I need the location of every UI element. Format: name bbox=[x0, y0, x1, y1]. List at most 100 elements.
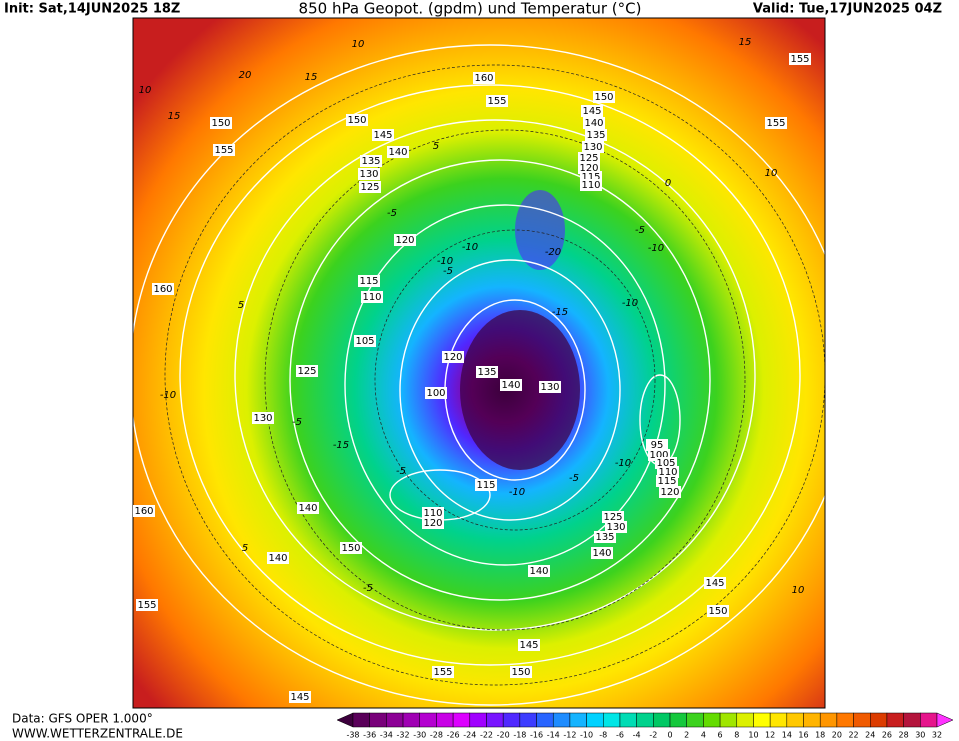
contour-label: 150 bbox=[347, 115, 366, 126]
colorbar-box bbox=[886, 712, 904, 728]
website: WWW.WETTERZENTRALE.DE bbox=[12, 727, 183, 741]
contour-label: 120 bbox=[443, 352, 462, 363]
contour-label: 140 bbox=[388, 147, 407, 158]
colorbar-tick-label: 12 bbox=[765, 731, 775, 740]
contour-label-box bbox=[476, 366, 498, 378]
contour-label: 150 bbox=[594, 92, 613, 103]
contour-label-box bbox=[394, 234, 416, 246]
map-title: 850 hPa Geopot. (gpdm) und Temperatur (°… bbox=[299, 0, 642, 18]
contour-label-box bbox=[528, 565, 550, 577]
contour-label-box bbox=[659, 486, 681, 498]
colorbar-box bbox=[903, 712, 921, 728]
colorbar-tick-label: 24 bbox=[865, 731, 875, 740]
temperature-label: -5 bbox=[292, 417, 302, 428]
colorbar-box bbox=[686, 712, 704, 728]
colorbar-tick-label: -34 bbox=[380, 731, 393, 740]
contour-label-box bbox=[486, 95, 508, 107]
temperature-label: -10 bbox=[160, 390, 176, 401]
contour-label: 155 bbox=[766, 118, 785, 129]
colorbar-tick-label: -20 bbox=[497, 731, 510, 740]
contour-label-box bbox=[605, 521, 627, 533]
colorbar-box bbox=[769, 712, 788, 728]
temperature-label: -5 bbox=[635, 225, 645, 236]
contour-label: 100 bbox=[426, 388, 445, 399]
contour-label-box bbox=[585, 129, 607, 141]
temperature-label: -5 bbox=[443, 266, 453, 277]
contour-label: 145 bbox=[290, 692, 309, 703]
contour-label-box bbox=[252, 412, 274, 424]
contour-label: 140 bbox=[298, 503, 317, 514]
colorbar-tick-label: 10 bbox=[748, 731, 758, 740]
colorbar-box bbox=[853, 712, 871, 728]
contour-label-box bbox=[442, 351, 464, 363]
contour-label-box bbox=[136, 599, 158, 611]
contour-label-box bbox=[707, 605, 729, 617]
contour-label-box bbox=[518, 639, 540, 651]
contour-label-box bbox=[152, 283, 174, 295]
contour-label-box bbox=[354, 335, 376, 347]
colorbar-tick-label: -26 bbox=[447, 731, 460, 740]
contour-label: 135 bbox=[595, 532, 614, 543]
colorbar-box bbox=[586, 712, 604, 728]
temperature-label: -10 bbox=[437, 256, 453, 267]
contour-label: 160 bbox=[474, 73, 493, 84]
contour-label-box bbox=[473, 72, 495, 84]
temperature-label: -10 bbox=[615, 458, 631, 469]
contour-label-box bbox=[422, 507, 444, 519]
contour-label: 115 bbox=[581, 172, 600, 183]
contour-label: 135 bbox=[586, 130, 605, 141]
contour-label-box bbox=[340, 542, 362, 554]
temperature-label: -5 bbox=[396, 466, 406, 477]
contour-label: 120 bbox=[395, 235, 414, 246]
contour-label-box bbox=[591, 547, 613, 559]
contour-label-box bbox=[646, 439, 668, 451]
colorbar-tick-label: -32 bbox=[397, 731, 410, 740]
temperature-label: 0 bbox=[665, 178, 671, 189]
temperature-label: -15 bbox=[333, 440, 349, 451]
colorbar-box bbox=[552, 712, 571, 728]
contour-label: 125 bbox=[579, 153, 598, 164]
contour-label: 105 bbox=[656, 458, 675, 469]
colorbar-box bbox=[736, 712, 754, 728]
colorbar-tick-label: -22 bbox=[480, 731, 493, 740]
colorbar-tick-label: -28 bbox=[430, 731, 443, 740]
contour-label-box bbox=[432, 666, 454, 678]
colorbar-tick-label: -4 bbox=[633, 731, 641, 740]
temperature-label: 5 bbox=[238, 300, 244, 311]
contour-label: 130 bbox=[583, 142, 602, 153]
contour-label: 95 bbox=[651, 440, 664, 451]
contour-label-box bbox=[475, 479, 497, 491]
contour-label: 155 bbox=[487, 96, 506, 107]
contour-label: 150 bbox=[511, 667, 530, 678]
contour-label-box bbox=[500, 379, 522, 391]
colorbar-box bbox=[836, 712, 854, 728]
contour-label: 145 bbox=[582, 106, 601, 117]
colorbar-box bbox=[402, 712, 420, 728]
contour-label: 145 bbox=[705, 578, 724, 589]
data-source: Data: GFS OPER 1.000° bbox=[12, 712, 153, 726]
contour-label-box bbox=[296, 365, 318, 377]
contour-label-box bbox=[358, 168, 380, 180]
contour-label: 140 bbox=[592, 548, 611, 559]
contour-label-box bbox=[425, 387, 447, 399]
contour-label: 100 bbox=[649, 450, 668, 461]
contour-label: 110 bbox=[423, 508, 442, 519]
colorbar-box bbox=[469, 712, 487, 728]
contour-label-box bbox=[593, 91, 615, 103]
contour-label-box bbox=[360, 155, 382, 167]
colorbar-box bbox=[519, 712, 537, 728]
colorbar-box bbox=[870, 712, 888, 728]
contour-label: 155 bbox=[790, 54, 809, 65]
contour-label: 160 bbox=[153, 284, 172, 295]
colorbar-tick-label: -16 bbox=[530, 731, 543, 740]
contour-label: 120 bbox=[423, 518, 442, 529]
contour-label-box bbox=[594, 531, 616, 543]
colorbar-tick-label: -18 bbox=[513, 731, 526, 740]
contour-label-box bbox=[580, 179, 602, 191]
colorbar-box bbox=[386, 712, 404, 728]
contour-label: 155 bbox=[214, 145, 233, 156]
temperature-label: 15 bbox=[168, 111, 181, 122]
colorbar-box bbox=[619, 712, 637, 728]
colorbar-tick-label: -24 bbox=[463, 731, 476, 740]
